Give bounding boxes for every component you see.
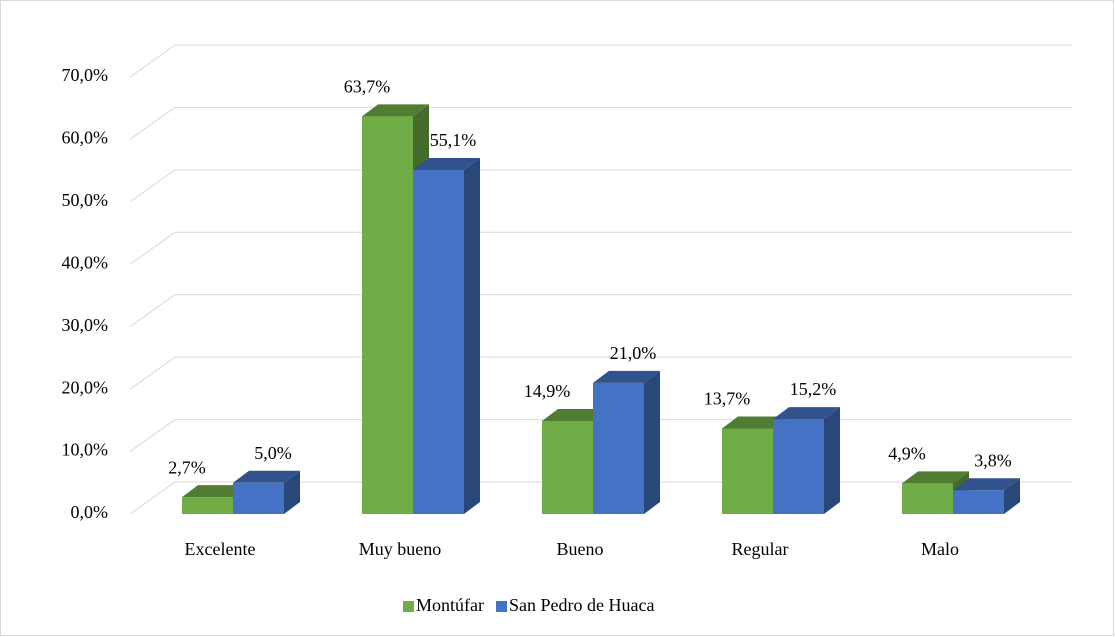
bar	[902, 483, 953, 514]
grid-line-side	[129, 481, 176, 515]
x-tick-label: Malo	[921, 539, 959, 559]
x-tick-label: Bueno	[557, 539, 604, 559]
data-label: 2,7%	[168, 457, 206, 477]
grid-line-side	[129, 107, 176, 140]
data-label: 15,2%	[790, 379, 837, 399]
legend-label: San Pedro de Huaca	[509, 595, 654, 615]
y-tick-label: 10,0%	[62, 440, 109, 460]
grid-line-side	[129, 231, 176, 265]
bar-top	[233, 470, 300, 483]
y-tick-label: 20,0%	[62, 377, 109, 397]
bar-top	[413, 158, 480, 171]
grid-line-side	[129, 44, 176, 78]
grid-line-side	[129, 419, 176, 452]
x-tick-label: Regular	[732, 539, 789, 559]
bar-side	[824, 407, 840, 514]
data-label: 14,9%	[524, 381, 571, 401]
bar-side	[644, 370, 660, 514]
bar-top	[182, 485, 249, 498]
bar-top	[902, 471, 969, 484]
bar	[953, 490, 1004, 514]
legend-swatch	[403, 601, 414, 612]
y-tick-label: 50,0%	[62, 190, 109, 210]
bar-top	[722, 416, 789, 429]
y-tick-label: 30,0%	[62, 315, 109, 335]
data-label: 55,1%	[430, 130, 477, 150]
bar-side	[1004, 478, 1020, 514]
bar-side	[464, 158, 480, 515]
y-tick-label: 60,0%	[62, 128, 109, 148]
bar-side	[284, 470, 300, 514]
y-tick-label: 0,0%	[71, 502, 109, 522]
grid-line-side	[129, 294, 176, 328]
data-label: 63,7%	[344, 76, 391, 96]
data-label: 3,8%	[974, 450, 1012, 470]
bar	[593, 382, 644, 514]
x-tick-label: Excelente	[185, 539, 256, 559]
data-label: 21,0%	[610, 343, 657, 363]
bar-top	[593, 370, 660, 383]
bar-top	[542, 408, 609, 421]
legend-label: Montúfar	[416, 595, 484, 615]
bar	[722, 428, 773, 514]
x-tick-label: Muy bueno	[359, 539, 442, 559]
data-label: 5,0%	[254, 443, 292, 463]
legend-swatch	[495, 601, 507, 612]
bar	[182, 497, 233, 514]
bar	[362, 116, 413, 514]
bar-top	[362, 104, 429, 117]
bar	[413, 170, 464, 515]
bar	[542, 420, 593, 514]
bar-top	[953, 478, 1020, 491]
y-tick-label: 40,0%	[62, 252, 109, 272]
y-tick-label: 70,0%	[62, 65, 109, 85]
bar	[233, 482, 284, 514]
data-label: 13,7%	[704, 389, 751, 409]
bar-top	[773, 407, 840, 420]
bar	[773, 419, 824, 514]
grid-line-side	[129, 169, 176, 203]
grid-line-side	[129, 356, 176, 390]
data-label: 4,9%	[888, 444, 926, 464]
